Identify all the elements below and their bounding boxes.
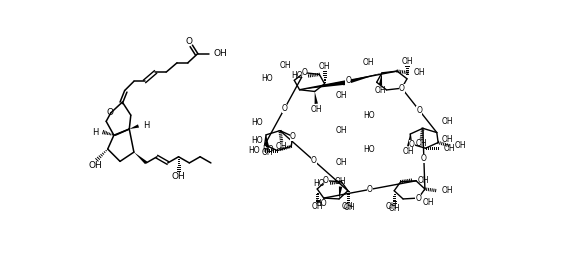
Text: OH: OH [416,139,427,148]
Text: HO: HO [291,71,302,81]
Text: OH: OH [418,176,429,185]
Polygon shape [339,186,342,199]
Polygon shape [266,135,269,147]
Text: O: O [409,139,414,149]
Text: OH: OH [403,147,414,156]
Text: OH: OH [422,198,434,208]
Polygon shape [342,73,382,85]
Text: OH: OH [311,105,322,114]
Text: OH: OH [342,202,354,211]
Text: OH: OH [335,177,346,186]
Text: O: O [367,185,373,194]
Text: OH: OH [401,57,413,66]
Text: O: O [421,154,427,163]
Text: OH: OH [414,68,426,77]
Text: O: O [301,68,307,77]
Text: OH: OH [455,141,467,150]
Text: O: O [345,76,352,85]
Text: O: O [323,176,329,185]
Text: OH: OH [336,91,348,100]
Text: OH: OH [442,117,454,126]
Text: OH: OH [276,141,287,151]
Text: O: O [281,104,287,113]
Text: O: O [290,132,295,141]
Text: O: O [311,156,317,165]
Text: HO: HO [248,146,260,155]
Text: HO: HO [261,74,273,83]
Text: HO: HO [363,111,375,120]
Text: OH: OH [375,86,386,95]
Text: OH: OH [88,162,102,170]
Text: O: O [107,108,113,117]
Text: H: H [92,128,99,137]
Polygon shape [379,73,382,85]
Text: HO: HO [363,145,375,154]
Text: O: O [186,37,193,46]
Text: OH: OH [262,148,273,157]
Text: OH: OH [319,62,331,71]
Text: HO: HO [315,199,327,208]
Text: OH: OH [443,144,455,153]
Polygon shape [315,91,318,104]
Text: HO: HO [263,145,274,154]
Text: HO: HO [251,118,263,127]
Text: OH: OH [442,186,454,195]
Text: HO: HO [313,179,324,188]
Text: OH: OH [280,61,291,70]
Text: OH: OH [386,201,397,211]
Text: OH: OH [213,49,227,58]
Text: HO: HO [251,136,263,145]
Text: O: O [416,106,422,115]
Text: OH: OH [336,158,348,167]
Text: H: H [143,121,150,131]
Text: OH: OH [344,203,356,212]
Polygon shape [134,152,147,164]
Text: OH: OH [172,172,185,181]
Polygon shape [299,81,346,90]
Polygon shape [407,134,411,147]
Text: OH: OH [311,202,323,211]
Text: OH: OH [363,58,375,67]
Text: OH: OH [336,126,348,135]
Text: OH: OH [442,135,454,144]
Polygon shape [129,124,139,129]
Text: O: O [399,84,405,93]
Text: O: O [416,194,421,203]
Text: OH: OH [388,204,400,213]
